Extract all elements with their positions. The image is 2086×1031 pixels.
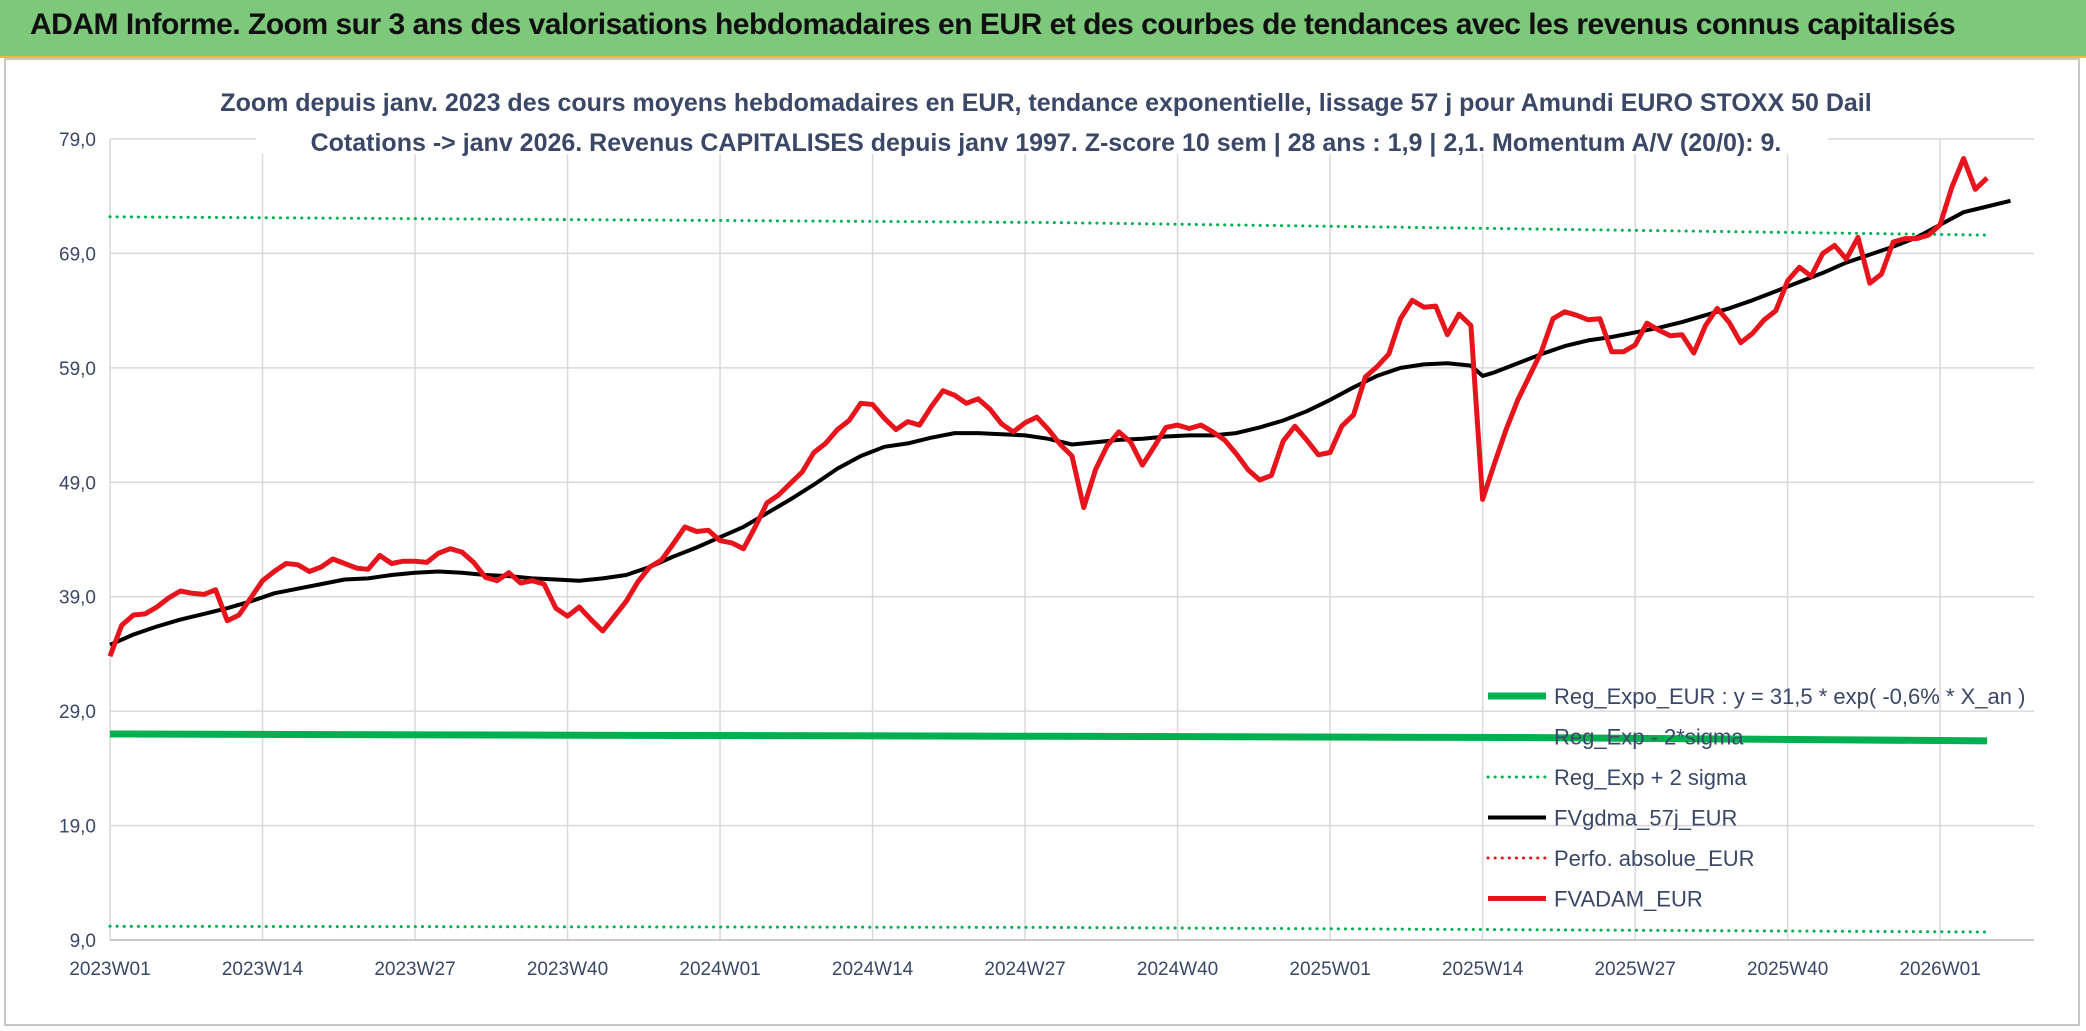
chart-title-line: Zoom depuis janv. 2023 des cours moyens … <box>220 89 1871 117</box>
series-line-fvgdma-57j-eur <box>109 198 2011 647</box>
y-tick-label: 19,0 <box>59 817 96 838</box>
report-banner: ADAM Informe. Zoom sur 3 ans des valoris… <box>0 0 2086 58</box>
chart-title-line: Cotations -> janv 2026. Revenus CAPITALI… <box>311 129 1782 157</box>
y-tick-label: 79,0 <box>59 130 96 151</box>
x-tick-label: 2023W14 <box>222 959 304 980</box>
x-tick-label: 2025W40 <box>1747 959 1828 980</box>
legend-label: Reg_Expo_EUR : y = 31,5 * exp( -0,6% * X… <box>1554 684 2025 709</box>
y-tick-label: 59,0 <box>59 359 96 380</box>
x-tick-label: 2025W14 <box>1442 959 1524 980</box>
chart-title-background <box>256 74 1828 154</box>
y-axis: 79,0 69,0 59,0 49,0 39,0 29,0 19,0 9,0 <box>59 130 96 952</box>
grid <box>109 138 2034 941</box>
x-tick-label: 2024W40 <box>1137 959 1218 980</box>
series-line-reg-exp-2-sigma <box>108 215 1989 237</box>
x-tick-label: 2024W14 <box>832 959 914 980</box>
y-tick-label: 69,0 <box>59 244 96 265</box>
x-axis: 2023W01 2023W14 2023W27 2023W40 2024W01 2024W… <box>69 959 1980 980</box>
legend-label: FVADAM_EUR <box>1554 887 1703 912</box>
x-tick-label: 2025W27 <box>1594 959 1675 980</box>
legend-label: Perfo. absolue_EUR <box>1554 846 1755 871</box>
y-tick-label: 49,0 <box>59 473 96 494</box>
x-tick-label: 2023W27 <box>374 959 455 980</box>
chart: 79,069,059,049,039,029,019,09,0 2023W01 2… <box>59 74 2034 980</box>
series-line-reg-exp-2-sigma <box>108 924 1989 934</box>
x-tick-label: 2023W40 <box>527 959 608 980</box>
x-tick-label: 2025W01 <box>1289 959 1370 980</box>
legend-label: Reg_Exp + 2 sigma <box>1554 765 1747 790</box>
chart-title: Zoom depuis janv. 2023 des cours moyens … <box>220 74 1872 157</box>
y-tick-label: 39,0 <box>59 588 96 609</box>
legend-label: FVgdma_57j_EUR <box>1554 806 1737 831</box>
legend: Reg_Expo_EUR : y = 31,5 * exp( -0,6% * X… <box>1486 684 2025 912</box>
series-line-fvadam-eur <box>107 156 1989 658</box>
report-title: ADAM Informe. Zoom sur 3 ans des valoris… <box>30 8 1956 41</box>
x-tick-label: 2023W01 <box>69 959 150 980</box>
series-layer <box>107 156 2011 934</box>
x-tick-label: 2024W27 <box>984 959 1065 980</box>
legend-label: Reg_Exp - 2*sigma <box>1554 725 1744 750</box>
series-line-reg-expo-eur <box>109 730 1988 745</box>
y-tick-label: 29,0 <box>59 702 96 723</box>
x-tick-label: 2024W01 <box>679 959 760 980</box>
x-tick-label: 2026W01 <box>1899 959 1980 980</box>
y-tick-label: 9,0 <box>70 931 96 952</box>
chart-frame: 79,0 69,0 59,0 49,0 39,0 29,0 19,0 9,0 2023W01 2… <box>4 58 2080 1026</box>
